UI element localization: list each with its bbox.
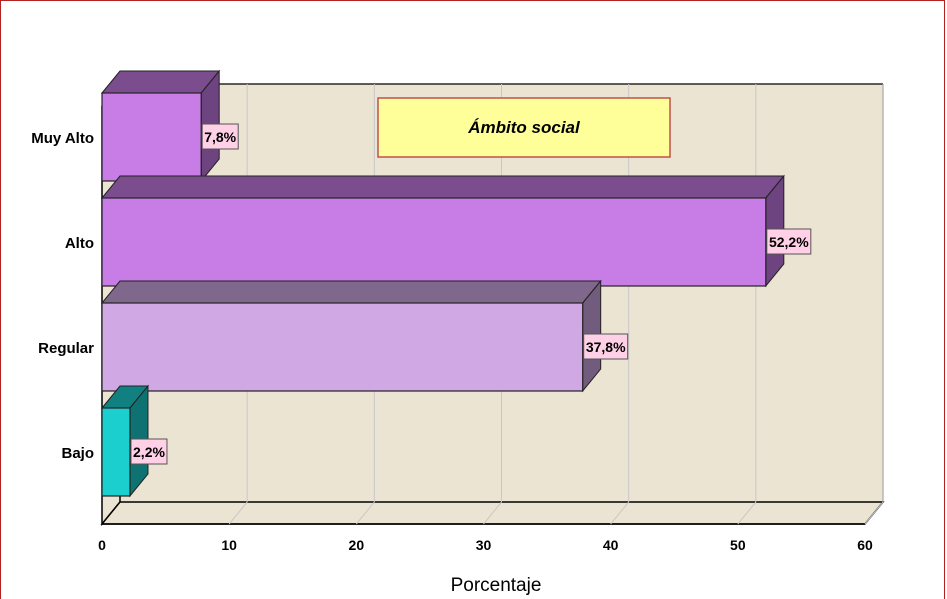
x-tick-label: 20	[349, 537, 365, 553]
bar-regular	[100, 279, 602, 393]
title-box	[377, 97, 671, 158]
bar-front-face	[101, 197, 767, 287]
bar-front-face	[101, 407, 131, 497]
grid-line-floor	[610, 501, 630, 525]
chart-title: Ámbito social	[467, 118, 581, 137]
bar-top-face	[100, 70, 221, 94]
grid-line-floor	[355, 501, 375, 525]
bar-top-face	[100, 280, 602, 304]
x-tick-label: 40	[603, 537, 619, 553]
chart-title-box: Ámbito social	[377, 97, 671, 158]
x-tick-label: 50	[730, 537, 746, 553]
bar-alto	[100, 174, 785, 288]
category-label: Muy Alto	[31, 130, 94, 147]
x-tick-label: 30	[476, 537, 492, 553]
data-label: 2,2%	[133, 444, 165, 460]
data-label: 37,8%	[586, 339, 626, 355]
bars: 7,8% 52,2% 37,8% 2,2%	[100, 69, 812, 498]
data-label: 52,2%	[769, 234, 809, 250]
grid-line-floor	[483, 501, 502, 525]
grid-line-floor	[228, 501, 248, 525]
data-label-box	[583, 333, 629, 360]
x-tick-labels: 0 10 20 30 40 50 60	[98, 537, 873, 553]
category-label: Bajo	[61, 445, 94, 462]
bar-front-face	[101, 302, 584, 392]
bar-front-face	[101, 92, 202, 182]
data-label: 7,8%	[204, 129, 236, 145]
x-tick-label: 10	[221, 537, 237, 553]
data-label-box	[201, 123, 239, 150]
bar-muy-alto	[100, 69, 221, 183]
x-tick-label: 0	[98, 537, 106, 553]
data-label-box	[766, 228, 812, 255]
category-label: Alto	[65, 235, 94, 252]
x-axis-title: Porcentaje	[451, 575, 542, 596]
bar-top-face	[100, 175, 785, 199]
category-labels: Muy Alto Alto Regular Bajo	[31, 130, 94, 462]
category-label: Regular	[38, 340, 94, 357]
x-tick-label: 60	[857, 537, 873, 553]
data-label-box	[130, 438, 168, 465]
grid-line-floor	[864, 501, 884, 525]
grid-line-floor	[737, 501, 757, 525]
